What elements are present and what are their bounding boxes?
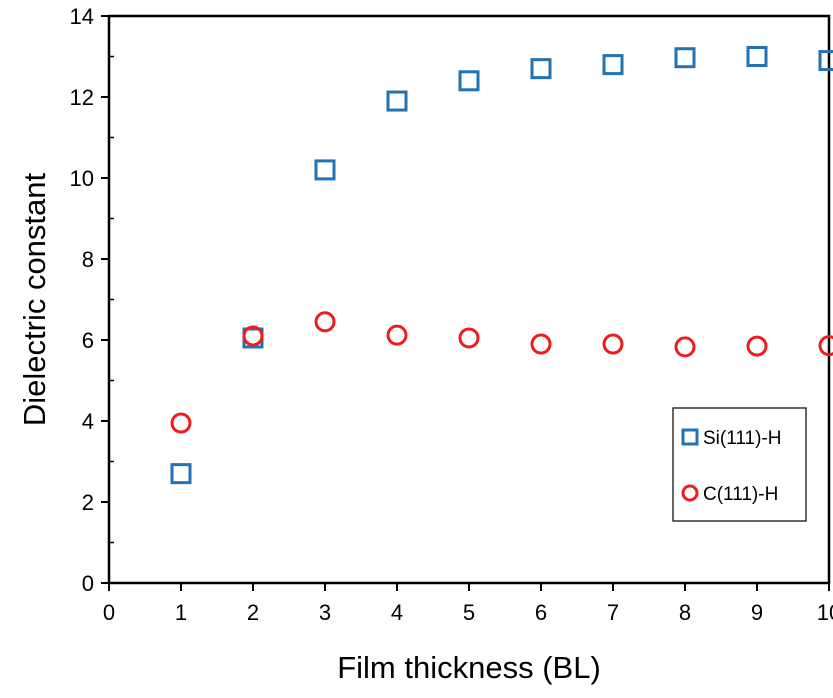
y-tick-label: 4 xyxy=(82,409,94,434)
x-tick-label: 9 xyxy=(751,600,763,625)
x-tick-label: 7 xyxy=(607,600,619,625)
legend-marker-si111h xyxy=(681,428,699,446)
x-tick-label: 4 xyxy=(391,600,403,625)
legend-label-si111h: Si(111)-H xyxy=(703,428,781,449)
data-point-square xyxy=(674,47,696,69)
data-point-circle xyxy=(314,311,336,333)
legend-box xyxy=(672,407,807,522)
y-tick-label: 8 xyxy=(82,247,94,272)
data-point-square xyxy=(170,463,192,485)
data-point-circle xyxy=(458,327,480,349)
data-point-square xyxy=(314,159,336,181)
data-point-square xyxy=(746,46,768,67)
data-point-circle xyxy=(530,333,552,355)
x-tick-label: 10 xyxy=(817,600,833,625)
data-point-square xyxy=(818,50,833,72)
x-tick-label: 8 xyxy=(679,600,691,625)
y-tick-label: 0 xyxy=(82,571,94,596)
x-tick-label: 0 xyxy=(103,600,115,625)
series-c111h xyxy=(170,311,833,434)
y-axis-title: Dielectric constant xyxy=(17,172,52,426)
x-tick-label: 3 xyxy=(319,600,331,625)
data-point-square xyxy=(386,90,408,112)
data-point-circle xyxy=(242,325,264,347)
data-point-square xyxy=(458,70,480,92)
y-tick-label: 2 xyxy=(82,490,94,515)
y-tick-label: 10 xyxy=(70,166,94,191)
data-point-square xyxy=(530,58,552,80)
data-point-square xyxy=(602,54,624,76)
y-tick-label: 12 xyxy=(70,85,94,110)
legend-label-c111h: C(111)-H xyxy=(703,484,778,505)
data-point-circle xyxy=(818,335,833,357)
x-axis-title: Film thickness (BL) xyxy=(337,650,601,685)
plot-area-frame xyxy=(107,14,831,585)
data-point-circle xyxy=(386,324,408,346)
legend-marker-c111h xyxy=(681,484,699,502)
x-tick-label: 1 xyxy=(175,600,187,625)
data-point-circle xyxy=(602,333,624,355)
data-point-circle xyxy=(746,335,768,357)
x-tick-label: 6 xyxy=(535,600,547,625)
y-tick-label: 14 xyxy=(70,4,94,29)
x-tick-label: 5 xyxy=(463,600,475,625)
data-point-circle xyxy=(170,412,192,434)
x-axis-ticks: 0 1 2 3 4 5 6 7 8 9 10 xyxy=(103,583,833,625)
y-tick-label: 6 xyxy=(82,328,94,353)
x-tick-label: 2 xyxy=(247,600,259,625)
y-axis-ticks: 0 2 4 6 8 10 12 14 xyxy=(70,4,109,596)
legend: Si(111)-H C(111)-H xyxy=(672,407,807,522)
data-point-circle xyxy=(674,336,696,358)
